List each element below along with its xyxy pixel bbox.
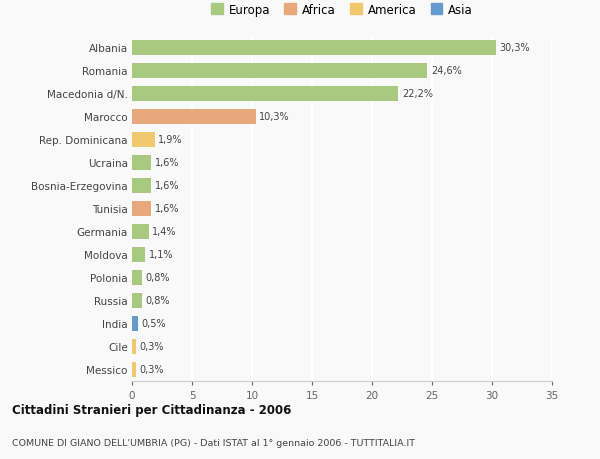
Bar — [132, 41, 496, 56]
Text: COMUNE DI GIANO DELL'UMBRIA (PG) - Dati ISTAT al 1° gennaio 2006 - TUTTITALIA.IT: COMUNE DI GIANO DELL'UMBRIA (PG) - Dati … — [12, 438, 415, 447]
Text: 1,9%: 1,9% — [158, 135, 183, 145]
Bar — [132, 293, 142, 308]
Text: 1,6%: 1,6% — [155, 181, 179, 191]
Bar — [132, 270, 142, 285]
Text: 30,3%: 30,3% — [499, 43, 530, 53]
Text: 0,3%: 0,3% — [139, 341, 164, 352]
Legend: Europa, Africa, America, Asia: Europa, Africa, America, Asia — [209, 1, 475, 19]
Bar — [132, 156, 151, 170]
Text: Cittadini Stranieri per Cittadinanza - 2006: Cittadini Stranieri per Cittadinanza - 2… — [12, 403, 292, 416]
Bar — [132, 247, 145, 262]
Text: 0,3%: 0,3% — [139, 364, 164, 375]
Text: 1,4%: 1,4% — [152, 227, 177, 237]
Bar — [132, 87, 398, 101]
Bar — [132, 202, 151, 216]
Bar — [132, 110, 256, 124]
Bar — [132, 316, 138, 331]
Text: 1,6%: 1,6% — [155, 204, 179, 214]
Bar — [132, 179, 151, 193]
Text: 1,1%: 1,1% — [149, 250, 173, 260]
Bar — [132, 362, 136, 377]
Bar — [132, 339, 136, 354]
Bar — [132, 224, 149, 239]
Text: 10,3%: 10,3% — [259, 112, 290, 122]
Text: 0,8%: 0,8% — [145, 273, 170, 283]
Bar — [132, 133, 155, 147]
Bar — [132, 64, 427, 78]
Text: 24,6%: 24,6% — [431, 66, 461, 76]
Text: 1,6%: 1,6% — [155, 158, 179, 168]
Text: 22,2%: 22,2% — [402, 89, 433, 99]
Text: 0,5%: 0,5% — [142, 319, 166, 329]
Text: 0,8%: 0,8% — [145, 296, 170, 306]
